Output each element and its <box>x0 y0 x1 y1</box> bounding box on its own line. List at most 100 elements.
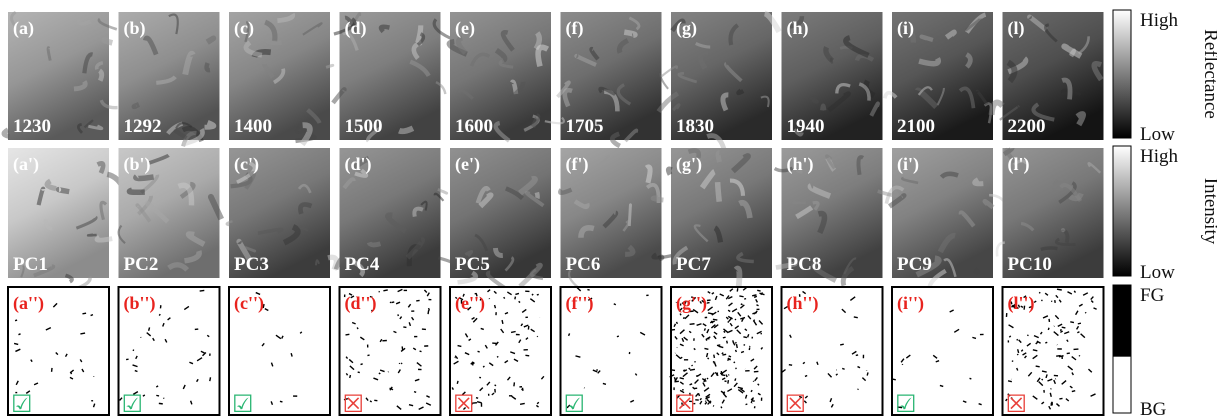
status-mark: ☑ <box>11 390 33 418</box>
edge <box>1070 322 1074 323</box>
edge <box>476 398 478 399</box>
colorbar-top: FG <box>1140 285 1165 306</box>
edge <box>674 381 678 382</box>
edge <box>135 371 138 372</box>
panel-label: (h') <box>787 154 814 175</box>
status-mark: ☑ <box>232 390 254 418</box>
panel-label: (h) <box>787 18 809 39</box>
edge <box>757 290 760 291</box>
edge <box>1059 398 1062 399</box>
edge <box>707 353 708 357</box>
texture <box>822 106 824 111</box>
texture <box>207 38 213 42</box>
edge <box>291 353 292 356</box>
edge <box>133 350 134 351</box>
texture <box>65 275 72 281</box>
status-mark: ☒ <box>1006 390 1028 418</box>
colorbar-top: High <box>1140 146 1179 167</box>
edge <box>280 401 283 402</box>
panel-label: (a') <box>13 154 39 175</box>
edge <box>756 305 758 306</box>
edge <box>722 353 724 354</box>
edge <box>1048 328 1049 330</box>
edge <box>734 362 735 363</box>
edge <box>722 354 726 355</box>
texture <box>537 192 538 198</box>
edge <box>402 346 403 350</box>
edge <box>414 392 416 393</box>
panel-label: (l) <box>1008 18 1025 39</box>
edge <box>156 395 159 396</box>
panel-caption: 1600 <box>455 116 493 137</box>
texture <box>718 182 720 201</box>
panel-label: (g) <box>676 18 697 39</box>
panel-caption: 2200 <box>1008 116 1046 137</box>
edge <box>483 366 484 367</box>
texture <box>88 235 97 236</box>
edge <box>1039 292 1040 293</box>
edge <box>350 375 351 378</box>
status-mark: ☒ <box>343 390 365 418</box>
edge <box>722 375 725 376</box>
edge <box>746 404 748 405</box>
edge <box>471 363 475 364</box>
edge <box>91 315 93 316</box>
panel-label: (c') <box>234 154 259 175</box>
edge <box>940 385 943 386</box>
panel-caption: PC10 <box>1008 254 1052 275</box>
edge <box>979 404 982 405</box>
edge <box>200 290 205 291</box>
edge <box>676 322 677 324</box>
edge <box>854 317 858 318</box>
panel-caption: 1230 <box>13 116 51 137</box>
panel-caption: PC4 <box>345 254 380 275</box>
edge <box>159 314 160 315</box>
panel-label: (e) <box>455 18 475 39</box>
texture <box>668 169 671 175</box>
edge <box>357 328 358 329</box>
edge <box>210 377 211 381</box>
panel-label: (e') <box>455 154 480 175</box>
panel-label: (b) <box>124 18 146 39</box>
panel-label: (c'') <box>234 293 264 314</box>
texture <box>369 242 380 244</box>
status-mark: ☒ <box>785 390 807 418</box>
edge <box>519 301 520 302</box>
edge <box>707 303 710 304</box>
texture <box>1041 248 1058 250</box>
edge <box>694 348 696 349</box>
edge <box>692 365 693 366</box>
texture <box>1070 51 1074 57</box>
edge <box>392 302 395 303</box>
edge <box>707 378 708 379</box>
panel-label: (a'') <box>13 293 44 314</box>
figure: (a)1230(b)1292(c)1400(d)1500(e)1600(f)17… <box>0 0 1217 418</box>
edge <box>82 313 86 314</box>
edge <box>789 365 792 366</box>
edge <box>18 334 20 335</box>
edge <box>1017 354 1018 355</box>
edge <box>520 403 525 404</box>
edge <box>149 327 150 330</box>
edge <box>840 344 844 345</box>
edge <box>1018 349 1019 353</box>
panel-label: (b'') <box>124 293 156 314</box>
edge <box>1079 355 1080 356</box>
panel-label: (a) <box>13 18 34 39</box>
edge <box>358 372 360 373</box>
edge <box>717 373 718 376</box>
edge <box>537 336 538 337</box>
panel-label: (f'') <box>566 293 594 314</box>
edge <box>1067 353 1070 354</box>
edge <box>532 294 533 295</box>
panel-caption: 2100 <box>897 116 935 137</box>
edge <box>683 370 684 372</box>
colorbar-bottom: BG <box>1140 399 1167 418</box>
edge <box>458 346 462 347</box>
texture <box>831 59 832 64</box>
colorbar-top: High <box>1140 10 1179 31</box>
edge <box>504 297 505 298</box>
edge <box>428 310 429 314</box>
edge <box>717 345 720 346</box>
panel-label: (h'') <box>787 293 819 314</box>
